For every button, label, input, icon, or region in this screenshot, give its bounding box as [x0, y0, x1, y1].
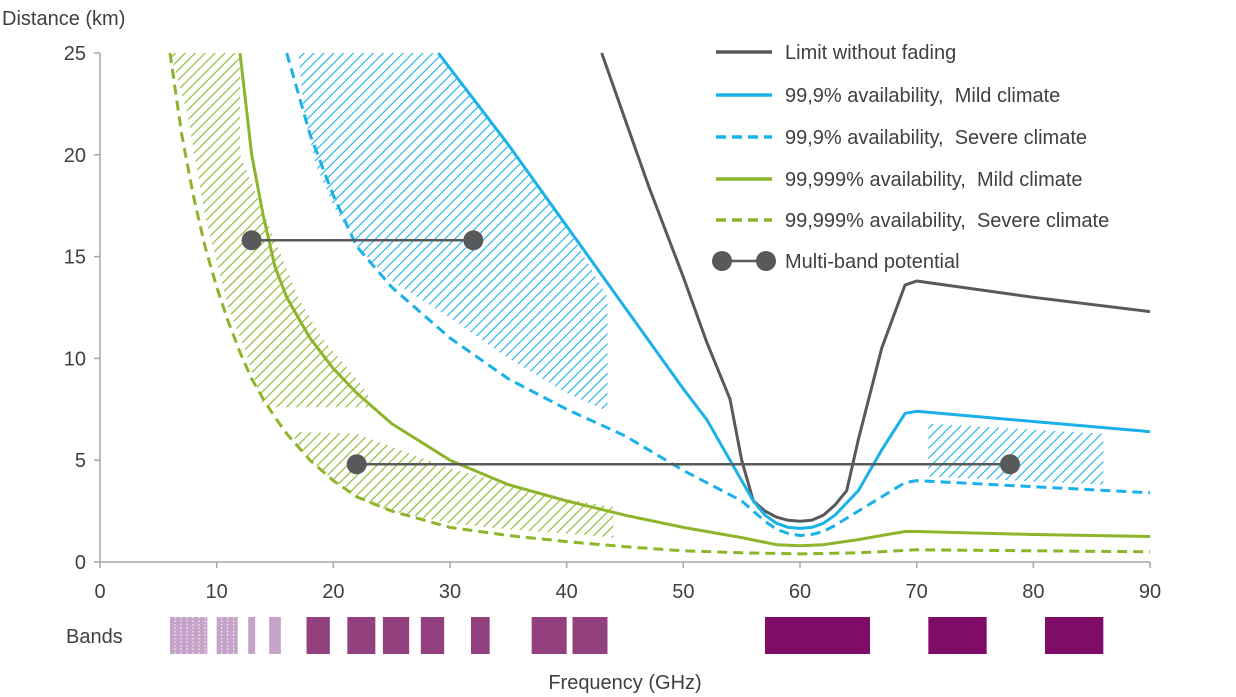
multiband-dot	[241, 230, 262, 251]
band-block-dark	[765, 617, 870, 654]
x-tick-label: 90	[1139, 581, 1161, 603]
legend-item-green-severe: 99,999% availability, Severe climate	[716, 210, 1109, 232]
legend-label: Multi-band potential	[785, 251, 960, 273]
y-tick-label: 10	[64, 348, 86, 370]
legend-item-green-mild: 99,999% availability, Mild climate	[716, 169, 1083, 191]
x-tick-label: 20	[322, 581, 344, 603]
legend-label: Limit without fading	[785, 42, 956, 64]
shaded-region-green	[292, 431, 614, 538]
band-block-mid	[306, 617, 330, 654]
band-block-light	[248, 617, 256, 654]
series-line-green_severe	[168, 52, 1151, 556]
x-tick-label: 30	[439, 581, 461, 603]
shaded-region-green	[170, 53, 369, 408]
band-block-mid	[347, 617, 376, 654]
x-tick-label: 60	[789, 581, 811, 603]
legend: Limit without fading 99,9% availability,…	[712, 42, 1109, 273]
shaded-regions	[170, 53, 1104, 538]
band-block-mid	[572, 617, 608, 654]
legend-item-blue-severe: 99,9% availability, Severe climate	[716, 127, 1087, 149]
legend-label: 99,999% availability, Mild climate	[785, 169, 1083, 191]
x-tick-label: 10	[206, 581, 228, 603]
shaded-region-blue	[298, 53, 608, 412]
y-tick-label: 20	[64, 145, 86, 167]
axes: 0 5 10 15 20 25 0 10 20 30 40 50 60 70 80 90	[64, 43, 1161, 603]
y-tick-label: 0	[75, 552, 86, 574]
legend-item-multiband: Multi-band potential	[712, 251, 960, 273]
legend-label: 99,9% availability, Mild climate	[785, 85, 1060, 107]
legend-item-blue-mild: 99,9% availability, Mild climate	[716, 85, 1060, 107]
y-tick-label: 25	[64, 43, 86, 65]
band-block-mid	[382, 617, 410, 654]
x-tick-label: 0	[94, 581, 105, 603]
frequency-bands	[170, 617, 1104, 654]
series-line-no_fading	[600, 52, 1151, 523]
y-tick-label: 5	[75, 450, 86, 472]
multiband-dot	[346, 454, 367, 475]
band-block-dark	[928, 617, 987, 654]
x-tick-label: 50	[672, 581, 694, 603]
band-block-mid	[471, 617, 490, 654]
multiband-dot	[1000, 454, 1020, 475]
series-lines	[168, 52, 1151, 556]
band-block-mid	[531, 617, 567, 654]
legend-swatch-dot	[712, 251, 732, 271]
band-block-mid	[420, 617, 445, 654]
multiband-dot	[463, 230, 484, 251]
series-line-green_mild	[238, 52, 1151, 548]
y-tick-label: 15	[64, 247, 86, 269]
y-axis-title: Distance (km)	[2, 8, 125, 30]
x-tick-label: 80	[1022, 581, 1044, 603]
band-block-light	[269, 617, 281, 654]
x-tick-label: 70	[906, 581, 928, 603]
series-line-blue_mild	[437, 52, 1151, 530]
legend-label: 99,9% availability, Severe climate	[785, 127, 1087, 149]
x-axis-title: Frequency (GHz)	[548, 672, 701, 694]
band-block-light	[170, 617, 208, 654]
series-line-blue_severe	[285, 52, 1151, 537]
x-tick-label: 40	[556, 581, 578, 603]
bands-label: Bands	[66, 626, 123, 648]
legend-label: 99,999% availability, Severe climate	[785, 210, 1109, 232]
band-block-dark	[1045, 617, 1104, 654]
multiband-markers	[241, 230, 1020, 475]
legend-item-no-fading: Limit without fading	[716, 42, 956, 64]
shaded-region-blue	[928, 423, 1104, 485]
legend-swatch-dot	[756, 251, 776, 271]
